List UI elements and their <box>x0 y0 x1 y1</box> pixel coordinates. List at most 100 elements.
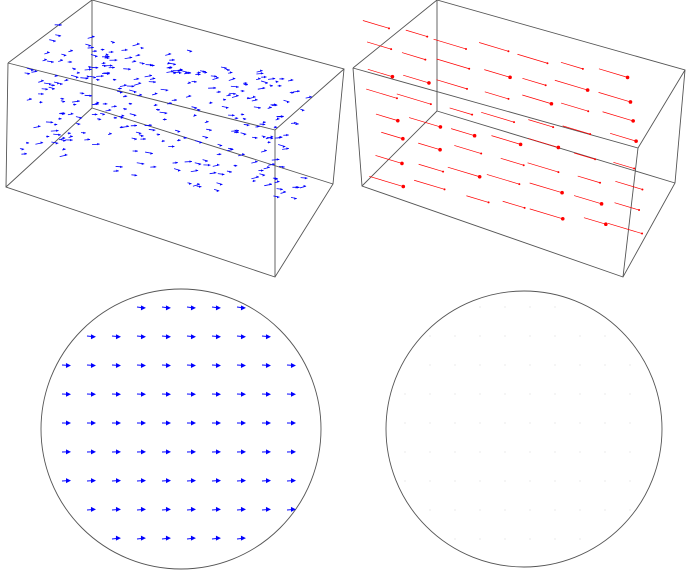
vector-dot <box>554 393 556 395</box>
vector-arrowhead <box>173 63 176 66</box>
vector-arrowhead <box>104 102 108 106</box>
vector-dot <box>604 335 606 337</box>
vector-arrowhead <box>242 153 245 156</box>
vector-dot <box>454 364 456 366</box>
vector-dot <box>390 74 395 79</box>
vector-arrowhead <box>281 77 285 81</box>
vector-dot <box>599 202 604 206</box>
vector-arrowhead <box>107 71 111 75</box>
vector-dot <box>404 480 406 482</box>
disk-outline <box>385 290 663 568</box>
vector-tail <box>602 111 634 122</box>
vector-dot <box>454 538 456 540</box>
vector-arrowhead <box>229 170 232 174</box>
vector-dot <box>465 47 468 50</box>
vector-arrowhead <box>245 83 248 86</box>
vector-tail <box>560 61 583 70</box>
vector-tail <box>614 202 640 211</box>
vector-arrowhead <box>190 334 196 340</box>
vector-arrowhead <box>243 133 247 136</box>
vector-arrowhead <box>95 55 98 58</box>
vector-arrowhead <box>164 111 168 115</box>
vector-arrowhead <box>140 506 146 512</box>
vector-arrowhead <box>215 506 221 512</box>
vector-arrowhead <box>301 109 305 112</box>
vector-dot <box>427 81 431 85</box>
vector-dot <box>631 119 635 123</box>
vector-arrowhead <box>209 101 213 104</box>
vector-arrowhead <box>213 86 217 90</box>
vector-tail <box>500 157 524 166</box>
vector-arrowhead <box>168 52 172 56</box>
vector-arrowhead <box>65 478 71 484</box>
vector-arrowhead <box>215 362 221 368</box>
vector-dot <box>604 422 606 424</box>
vector-tail <box>479 42 509 52</box>
vector-arrowhead <box>141 162 145 166</box>
vector-arrowhead <box>31 68 34 72</box>
vector-dot <box>556 145 561 150</box>
vector-arrowhead <box>115 535 121 541</box>
vector-arrowhead <box>112 41 115 44</box>
vector-arrowhead <box>120 165 123 169</box>
vector-arrowhead <box>115 420 121 426</box>
vector-dot <box>518 142 523 147</box>
vector-arrowhead <box>44 58 47 61</box>
vector-arrowhead <box>260 69 263 72</box>
vector-arrowhead <box>81 92 85 95</box>
vector-arrowhead <box>45 88 49 91</box>
vector-dot <box>507 97 510 100</box>
vector-tail <box>381 131 403 140</box>
vector-arrowhead <box>149 123 152 127</box>
vector-arrowhead <box>213 171 217 174</box>
vector-arrowhead <box>63 139 66 142</box>
vector-arrowhead <box>188 71 192 75</box>
vector-arrowhead <box>77 122 81 126</box>
vector-arrowhead <box>107 55 110 58</box>
vector-arrowhead <box>59 117 62 120</box>
vector-arrowhead <box>69 60 73 64</box>
vector-arrowhead <box>105 53 109 56</box>
vector-arrowhead <box>197 108 201 112</box>
vector-arrowhead <box>279 135 283 139</box>
vector-arrowhead <box>58 34 62 38</box>
vector-arrowhead <box>272 162 275 166</box>
vector-arrowhead <box>70 112 74 115</box>
vector-dot <box>487 201 490 204</box>
vector-arrowhead <box>52 87 55 91</box>
vector-arrowhead <box>240 362 246 368</box>
vector-arrowhead <box>171 145 175 148</box>
vector-arrowhead <box>54 123 58 126</box>
vector-arrowhead <box>62 112 65 116</box>
vector-dot <box>429 480 431 482</box>
vector-arrowhead <box>94 113 98 116</box>
vector-arrowhead <box>198 163 202 166</box>
vector-dot <box>554 364 556 366</box>
vector-arrowhead <box>115 506 121 512</box>
vector-arrowhead <box>304 176 308 180</box>
vector-arrowhead <box>268 141 271 144</box>
vector-arrowhead <box>290 478 296 484</box>
vector-arrowhead <box>227 68 230 72</box>
vector-arrowhead <box>274 125 278 129</box>
vector-arrowhead <box>282 165 285 169</box>
vector-arrowhead <box>136 77 140 80</box>
vector-arrowhead <box>244 81 248 85</box>
vector-arrowhead <box>258 106 261 110</box>
vector-arrowhead <box>140 391 146 397</box>
vector-arrowhead <box>175 161 178 164</box>
vector-arrowhead <box>65 449 71 455</box>
vector-arrowhead <box>216 189 220 193</box>
vector-tail <box>481 111 515 123</box>
vector-arrowhead <box>77 99 80 103</box>
vector-dot <box>404 393 406 395</box>
vector-arrowhead <box>121 114 125 117</box>
vector-arrowhead <box>282 145 286 148</box>
vector-dot <box>604 480 606 482</box>
vector-arrowhead <box>114 58 118 62</box>
vector-arrowhead <box>263 135 266 139</box>
vector-dot <box>518 183 521 186</box>
vector-arrowhead <box>135 149 138 153</box>
vector-arrowhead <box>87 75 90 78</box>
vector-arrowhead <box>60 58 63 62</box>
